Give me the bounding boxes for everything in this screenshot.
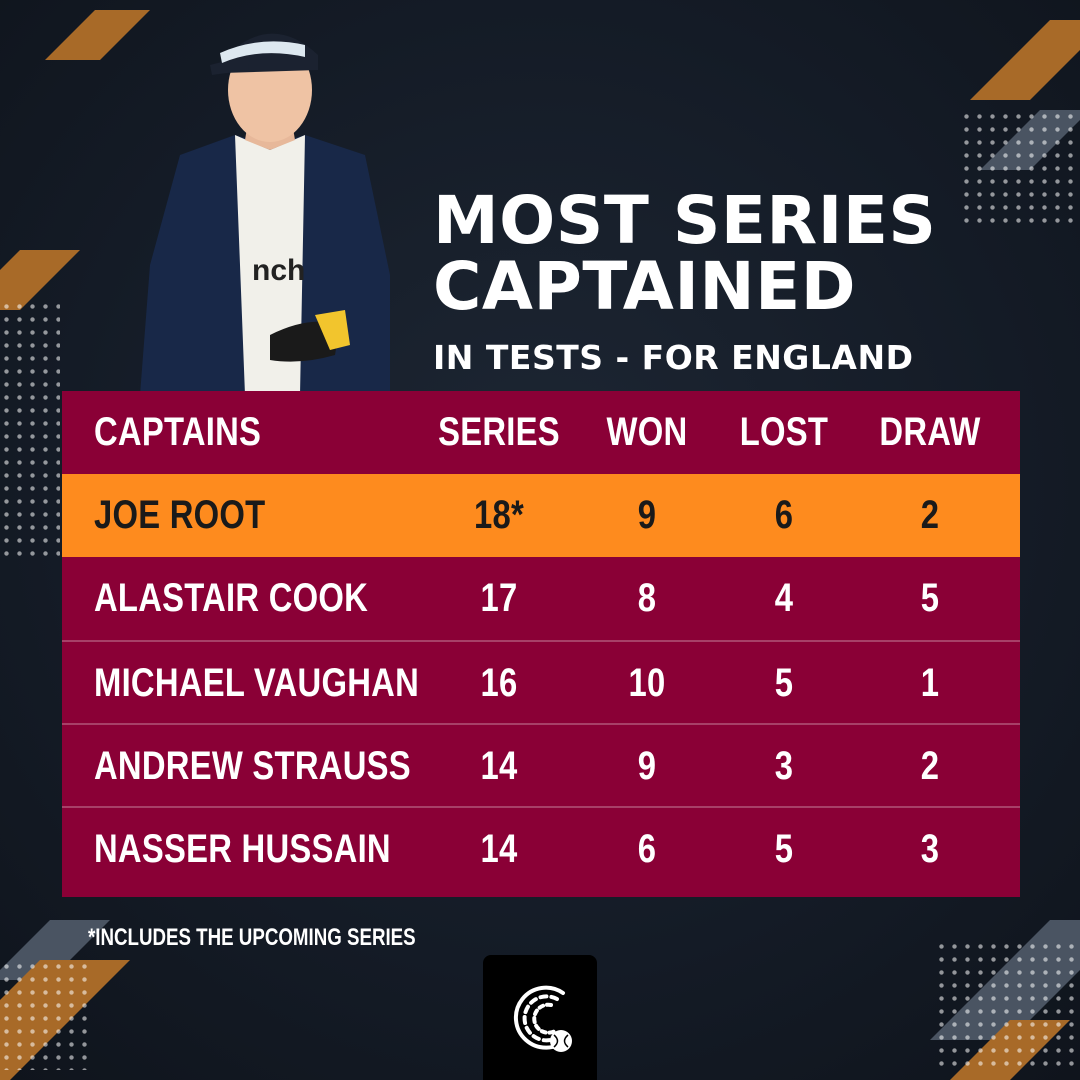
headline-subtitle: IN TESTS - FOR ENGLAND [433, 338, 914, 377]
table-row: ANDREW STRAUSS 14 9 3 2 [62, 723, 1020, 808]
captain-name: JOE ROOT [94, 493, 266, 537]
headline: MOST SERIES CAPTAINED IN TESTS - FOR ENG… [433, 188, 1053, 376]
table-row: MICHAEL VAUGHAN 16 10 5 1 [62, 640, 1020, 725]
captain-name: MICHAEL VAUGHAN [94, 661, 420, 705]
lost-count: 5 [774, 661, 794, 705]
column-header-draw: DRAW [879, 410, 981, 454]
captains-table: CAPTAINS SERIES WON LOST DRAW JOE ROOT 1… [62, 391, 1020, 897]
column-header-captains: CAPTAINS [94, 410, 262, 454]
draw-count: 3 [920, 827, 940, 871]
captain-name: ANDREW STRAUSS [94, 744, 411, 788]
headline-line-1: MOST SERIES [433, 182, 937, 259]
captain-name: ALASTAIR COOK [94, 576, 369, 620]
draw-count: 1 [920, 661, 940, 705]
dot-pattern [0, 300, 60, 560]
svg-text:nch: nch [252, 254, 305, 287]
table-row-highlighted: JOE ROOT 18* 9 6 2 [62, 474, 1020, 557]
series-count: 18* [474, 493, 524, 537]
lost-count: 6 [774, 493, 794, 537]
lost-count: 4 [774, 576, 794, 620]
won-count: 9 [637, 493, 657, 537]
brand-logo [483, 955, 597, 1080]
column-header-lost: LOST [739, 410, 829, 454]
series-count: 17 [480, 576, 518, 620]
player-photo: nch [140, 33, 390, 395]
won-count: 9 [637, 744, 657, 788]
draw-count: 5 [920, 576, 940, 620]
dot-pattern [960, 110, 1080, 230]
dot-pattern [0, 960, 90, 1070]
draw-count: 2 [920, 744, 940, 788]
table-header-row: CAPTAINS SERIES WON LOST DRAW [62, 391, 1020, 474]
table-row: NASSER HUSSAIN 14 6 5 3 [62, 806, 1020, 891]
cricket-ball-logo-icon [513, 985, 572, 1052]
won-count: 10 [628, 661, 666, 705]
headline-line-2: CAPTAINED [433, 248, 857, 325]
dot-pattern [935, 940, 1080, 1070]
footnote: *INCLUDES THE UPCOMING SERIES [88, 924, 416, 951]
won-count: 6 [637, 827, 657, 871]
decorative-stripe [970, 20, 1080, 100]
series-count: 14 [480, 827, 518, 871]
table-row: ALASTAIR COOK 17 8 4 5 [62, 557, 1020, 640]
won-count: 8 [637, 576, 657, 620]
column-header-series: SERIES [438, 410, 560, 454]
captain-name: NASSER HUSSAIN [94, 827, 391, 871]
decorative-stripe [45, 10, 150, 60]
draw-count: 2 [920, 493, 940, 537]
lost-count: 3 [774, 744, 794, 788]
series-count: 16 [480, 661, 518, 705]
column-header-won: WON [606, 410, 688, 454]
series-count: 14 [480, 744, 518, 788]
lost-count: 5 [774, 827, 794, 871]
